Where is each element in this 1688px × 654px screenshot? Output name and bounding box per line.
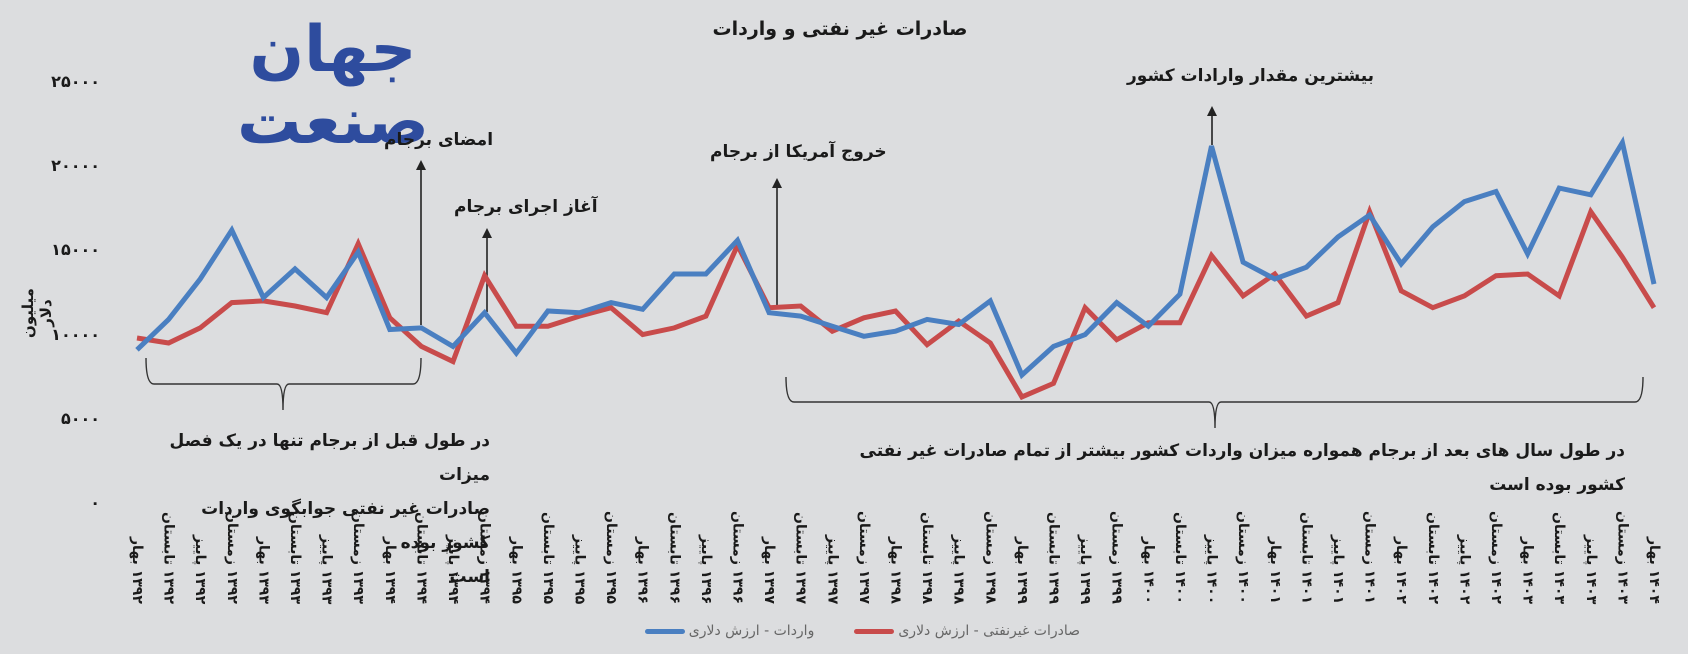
x-tick-label: ۱۴۰۲ تابستان bbox=[1424, 512, 1441, 604]
arrow-head-icon bbox=[482, 228, 492, 238]
legend-item-imports: واردات - ارزش دلاری bbox=[644, 623, 815, 639]
x-tick-label: ۱۳۹۳ تابستان bbox=[287, 512, 304, 604]
x-tick-label: ۱۴۰۰ تابستان bbox=[1171, 512, 1188, 604]
x-tick-label: ۱۴۰۳ بهار bbox=[1519, 537, 1536, 604]
legend: صادرات غیرنفتی - ارزش دلاری واردات - ارز… bbox=[620, 620, 1080, 642]
x-tick-label: ۱۳۹۹ تابستان bbox=[1045, 512, 1062, 604]
x-tick-label: ۱۳۹۵ زمستان bbox=[603, 511, 620, 604]
brackets bbox=[145, 357, 1644, 429]
annotation-jcpoa-signing: امضای برجام bbox=[384, 130, 494, 150]
x-tick-label: ۱۳۹۵ بهار bbox=[508, 537, 525, 604]
x-tick-label: ۱۳۹۷ پاییز bbox=[824, 534, 841, 604]
x-tick-label: ۱۴۰۲ بهار bbox=[1393, 537, 1410, 604]
x-tick-label: ۱۴۰۰ زمستان bbox=[1235, 511, 1252, 604]
x-tick-label: ۱۴۰۴ بهار bbox=[1646, 537, 1662, 604]
legend-item-exports: صادرات غیرنفتی - ارزش دلاری bbox=[854, 623, 1080, 639]
note-pre-jcpoa-line-2: صادرات غیر نفتی جوابگوی واردات کشور بوده bbox=[201, 499, 490, 553]
legend-exports-swatch bbox=[854, 628, 895, 634]
arrow-head-icon bbox=[772, 178, 782, 188]
x-tick-label: ۱۳۹۲ پاییز bbox=[192, 534, 209, 604]
x-tick-label: ۱۳۹۹ زمستان bbox=[1108, 511, 1125, 604]
bracket bbox=[145, 357, 422, 411]
x-tick-label: ۱۴۰۳ پاییز bbox=[1582, 534, 1599, 604]
x-tick-label: ۱۳۹۶ پاییز bbox=[697, 534, 714, 604]
x-tick-label: ۱۴۰۱ زمستان bbox=[1361, 511, 1378, 604]
note-pre-jcpoa: در طول قبل از برجام تنها در یک فصل میزات… bbox=[150, 424, 490, 594]
arrow-head-icon bbox=[416, 160, 426, 170]
x-tick-label: ۱۳۹۲ زمستان bbox=[223, 511, 240, 604]
exports-line bbox=[136, 204, 1657, 401]
x-tick-label: ۱۳۹۸ بهار bbox=[887, 537, 904, 604]
note-pre-jcpoa-line-1: در طول قبل از برجام تنها در یک فصل میزات bbox=[169, 431, 490, 485]
x-tick-label: ۱۳۹۶ تابستان bbox=[666, 512, 683, 604]
x-tick-label: ۱۳۹۵ پاییز bbox=[571, 534, 588, 604]
x-tick-label: ۱۳۹۲ بهار bbox=[129, 537, 145, 604]
x-tick-label: ۱۳۹۶ بهار bbox=[634, 537, 651, 604]
x-tick-label: ۱۴۰۳ تابستان bbox=[1551, 512, 1568, 604]
x-tick-label: ۱۳۹۴ بهار bbox=[381, 537, 398, 604]
x-tick-label: ۱۳۹۷ تابستان bbox=[792, 512, 809, 604]
y-tick-25000: ۲۵۰۰۰ bbox=[51, 72, 100, 91]
imports-line bbox=[135, 135, 1657, 380]
x-tick-label: ۱۳۹۸ پاییز bbox=[950, 534, 967, 604]
x-tick-label: ۱۴۰۰ پاییز bbox=[1203, 534, 1220, 604]
note-post-jcpoa-line-1: در طول سال های بعد از برجام همواره میزان… bbox=[859, 441, 1626, 495]
x-tick-label: ۱۳۹۳ پاییز bbox=[318, 534, 335, 604]
x-tick-label: ۱۳۹۸ زمستان bbox=[982, 511, 999, 604]
x-tick-label: ۱۳۹۹ بهار bbox=[1013, 537, 1030, 604]
x-tick-label: ۱۳۹۹ پاییز bbox=[1077, 534, 1094, 604]
legend-imports-swatch bbox=[644, 628, 685, 634]
y-tick-15000: ۱۵۰۰۰ bbox=[51, 240, 100, 259]
x-tick-label: ۱۳۹۴ تابستان bbox=[413, 512, 430, 604]
x-tick-label: ۱۴۰۲ پاییز bbox=[1456, 534, 1473, 604]
x-tick-label: ۱۳۹۷ زمستان bbox=[855, 511, 872, 604]
y-tick-5000: ۵۰۰۰ bbox=[60, 409, 100, 428]
logo: جهان صنعت bbox=[237, 13, 431, 159]
y-tick-20000: ۲۰۰۰۰ bbox=[51, 156, 100, 175]
annotation-arrows bbox=[416, 106, 1217, 325]
x-tick-label: ۱۳۹۸ تابستان bbox=[919, 512, 936, 604]
x-tick-label: ۱۳۹۵ تابستان bbox=[539, 512, 556, 604]
arrow-head-icon bbox=[1207, 106, 1217, 116]
annotation-max-imports: بیشترین مقدار وارادات کشور bbox=[1127, 66, 1375, 86]
x-tick-label: ۱۴۰۱ بهار bbox=[1266, 537, 1283, 604]
x-tick-label: ۱۳۹۳ زمستان bbox=[350, 511, 367, 604]
chart-title: صادرات غیر نفتی و واردات bbox=[712, 18, 968, 40]
x-tick-label: ۱۳۹۲ تابستان bbox=[160, 512, 177, 604]
x-tick-label: ۱۳۹۳ بهار bbox=[255, 537, 272, 604]
bracket bbox=[785, 376, 1644, 429]
x-tick-label: ۱۳۹۶ زمستان bbox=[729, 511, 746, 604]
x-tick-label: ۱۴۰۲ زمستان bbox=[1487, 511, 1504, 604]
annotation-us-withdrawal: خروج آمریکا از برجام bbox=[710, 142, 887, 162]
x-tick-label: ۱۴۰۰ بهار bbox=[1140, 537, 1157, 604]
x-tick-label: ۱۳۹۷ بهار bbox=[761, 537, 778, 604]
x-tick-label: ۱۳۹۴ پاییز bbox=[445, 534, 462, 604]
y-tick-0: ۰ bbox=[90, 493, 100, 512]
annotation-jcpoa-implementation: آغاز اجرای برجام bbox=[454, 197, 598, 217]
y-tick-10000: ۱۰۰۰۰ bbox=[51, 325, 100, 344]
x-tick-label: ۱۴۰۱ تابستان bbox=[1298, 512, 1315, 604]
note-post-jcpoa: در طول سال های بعد از برجام همواره میزان… bbox=[820, 434, 1626, 502]
x-tick-label: ۱۴۰۳ زمستان bbox=[1614, 511, 1631, 604]
legend-exports-label: صادرات غیرنفتی - ارزش دلاری bbox=[898, 623, 1080, 639]
x-tick-label: ۱۴۰۱ پاییز bbox=[1329, 534, 1346, 604]
x-tick-label: ۱۳۹۴ زمستان bbox=[476, 511, 493, 604]
legend-imports-label: واردات - ارزش دلاری bbox=[688, 623, 815, 639]
note-pre-jcpoa-line-3: است bbox=[449, 567, 490, 587]
